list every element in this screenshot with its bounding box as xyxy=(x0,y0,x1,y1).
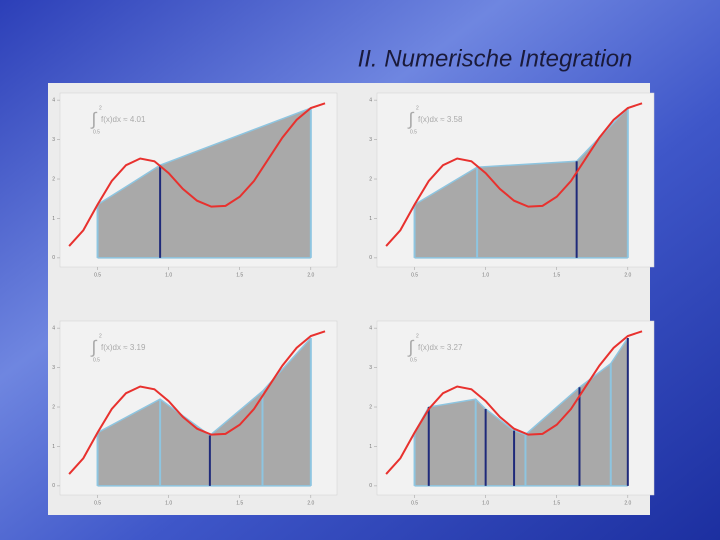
x-tick-label: 2.0 xyxy=(307,500,314,506)
integral-lower: 0.5 xyxy=(410,357,417,363)
integral-annotation: f(x)dx ≈ 3.58 xyxy=(418,115,463,124)
y-tick-label: 3 xyxy=(52,137,55,143)
slide-title: II. Numerische Integration xyxy=(358,45,633,72)
x-tick-label: 1.5 xyxy=(553,272,560,278)
integral-symbol: ∫ xyxy=(407,109,415,129)
y-tick-label: 4 xyxy=(52,97,55,103)
y-tick-label: 4 xyxy=(52,325,55,331)
integral-lower: 0.5 xyxy=(93,357,100,363)
x-tick-label: 0.5 xyxy=(94,500,101,506)
integral-upper: 2 xyxy=(416,105,419,111)
y-tick-label: 0 xyxy=(369,255,372,261)
x-tick-label: 1.0 xyxy=(482,272,489,278)
x-tick-label: 1.5 xyxy=(236,500,243,506)
trapezoid-area xyxy=(414,337,628,486)
x-tick-label: 1.0 xyxy=(482,500,489,506)
y-tick-label: 1 xyxy=(369,216,372,222)
x-tick-label: 2.0 xyxy=(307,272,314,278)
y-tick-label: 3 xyxy=(52,365,55,371)
x-tick-label: 0.5 xyxy=(411,272,418,278)
integral-upper: 2 xyxy=(99,105,102,111)
y-tick-label: 2 xyxy=(52,176,55,182)
function-curve xyxy=(385,330,643,475)
y-tick-label: 0 xyxy=(369,483,372,489)
y-tick-label: 2 xyxy=(369,176,372,182)
y-tick-label: 1 xyxy=(52,444,55,450)
integral-annotation: f(x)dx ≈ 3.27 xyxy=(418,343,463,352)
y-tick-label: 3 xyxy=(369,137,372,143)
integral-annotation: f(x)dx ≈ 3.19 xyxy=(101,343,146,352)
function-curve xyxy=(68,102,326,247)
integral-annotation: f(x)dx ≈ 4.01 xyxy=(101,115,146,124)
y-tick-label: 0 xyxy=(52,255,55,261)
y-tick-label: 1 xyxy=(52,216,55,222)
x-tick-label: 1.5 xyxy=(236,272,243,278)
trapezoid-area xyxy=(97,337,311,486)
integral-upper: 2 xyxy=(416,333,419,339)
x-tick-label: 2.0 xyxy=(624,500,631,506)
integral-symbol: ∫ xyxy=(90,109,98,129)
x-tick-label: 0.5 xyxy=(411,500,418,506)
x-tick-label: 2.0 xyxy=(624,272,631,278)
function-curve xyxy=(68,330,326,475)
integral-symbol: ∫ xyxy=(90,337,98,357)
y-tick-label: 3 xyxy=(369,365,372,371)
trapezoid-area xyxy=(414,108,628,258)
y-tick-label: 4 xyxy=(369,325,372,331)
integral-lower: 0.5 xyxy=(93,129,100,135)
y-tick-label: 0 xyxy=(52,483,55,489)
integral-symbol: ∫ xyxy=(407,337,415,357)
x-tick-label: 0.5 xyxy=(94,272,101,278)
y-tick-label: 1 xyxy=(369,444,372,450)
x-tick-label: 1.5 xyxy=(553,500,560,506)
x-tick-label: 1.0 xyxy=(165,500,172,506)
y-tick-label: 2 xyxy=(369,404,372,410)
function-curve xyxy=(385,102,643,247)
integral-lower: 0.5 xyxy=(410,129,417,135)
trapezoid-area xyxy=(97,108,311,258)
y-tick-label: 4 xyxy=(369,97,372,103)
y-tick-label: 2 xyxy=(52,404,55,410)
integral-upper: 2 xyxy=(99,333,102,339)
x-tick-label: 1.0 xyxy=(165,272,172,278)
